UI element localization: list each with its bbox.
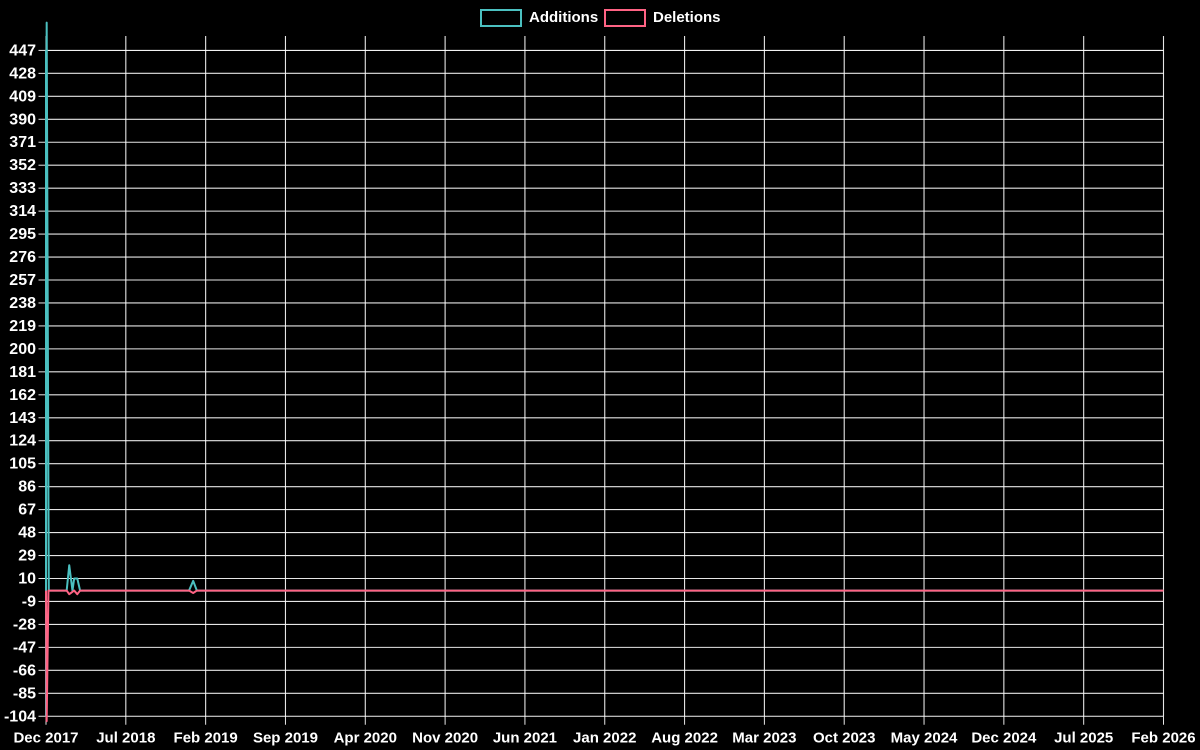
svg-text:124: 124 xyxy=(9,433,36,450)
svg-text:105: 105 xyxy=(9,456,36,473)
svg-text:-85: -85 xyxy=(13,685,36,702)
svg-text:Sep 2019: Sep 2019 xyxy=(253,729,318,746)
svg-text:48: 48 xyxy=(18,525,36,542)
svg-text:181: 181 xyxy=(9,364,36,381)
svg-text:67: 67 xyxy=(18,502,36,519)
svg-text:447: 447 xyxy=(9,42,36,59)
svg-text:Jul 2025: Jul 2025 xyxy=(1054,729,1113,746)
svg-text:Jun 2021: Jun 2021 xyxy=(493,729,557,746)
svg-text:Nov 2020: Nov 2020 xyxy=(412,729,478,746)
svg-text:295: 295 xyxy=(9,226,36,243)
svg-text:Feb 2019: Feb 2019 xyxy=(174,729,238,746)
svg-text:238: 238 xyxy=(9,295,36,312)
svg-text:Jul 2018: Jul 2018 xyxy=(96,729,155,746)
svg-text:-9: -9 xyxy=(22,593,36,610)
svg-text:Apr 2020: Apr 2020 xyxy=(334,729,397,746)
svg-text:390: 390 xyxy=(9,111,36,128)
svg-text:Feb 2026: Feb 2026 xyxy=(1131,729,1195,746)
svg-text:May 2024: May 2024 xyxy=(891,729,958,746)
svg-text:Aug 2022: Aug 2022 xyxy=(651,729,718,746)
svg-text:Mar 2023: Mar 2023 xyxy=(732,729,796,746)
svg-text:314: 314 xyxy=(9,203,36,220)
svg-text:409: 409 xyxy=(9,88,36,105)
svg-text:Oct 2023: Oct 2023 xyxy=(813,729,876,746)
svg-text:86: 86 xyxy=(18,479,36,496)
svg-text:257: 257 xyxy=(9,272,36,289)
svg-text:-66: -66 xyxy=(13,662,36,679)
svg-text:Jan 2022: Jan 2022 xyxy=(573,729,636,746)
svg-text:371: 371 xyxy=(9,134,36,151)
svg-text:10: 10 xyxy=(18,570,36,587)
svg-text:276: 276 xyxy=(9,249,36,266)
svg-text:143: 143 xyxy=(9,410,36,427)
svg-text:Dec 2024: Dec 2024 xyxy=(971,729,1037,746)
svg-text:-47: -47 xyxy=(13,639,36,656)
svg-text:Dec 2017: Dec 2017 xyxy=(13,729,78,746)
svg-text:352: 352 xyxy=(9,157,36,174)
svg-text:219: 219 xyxy=(9,318,36,335)
svg-text:428: 428 xyxy=(9,65,36,82)
svg-text:333: 333 xyxy=(9,180,36,197)
svg-text:162: 162 xyxy=(9,387,36,404)
svg-text:-28: -28 xyxy=(13,616,36,633)
svg-text:200: 200 xyxy=(9,341,36,358)
svg-text:29: 29 xyxy=(18,548,36,565)
svg-text:-104: -104 xyxy=(4,708,36,725)
